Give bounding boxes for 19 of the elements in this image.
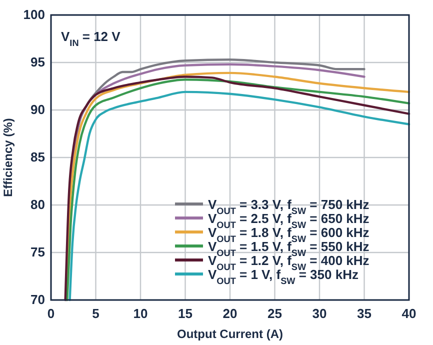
- x-tick-label: 15: [178, 306, 192, 322]
- x-tick-label: 5: [92, 306, 100, 322]
- x-axis-title: Output Current (A): [177, 327, 283, 341]
- y-tick-label: 95: [30, 54, 45, 70]
- x-tick-label: 35: [357, 306, 372, 322]
- x-tick-label: 20: [222, 306, 238, 322]
- x-tick-label: 25: [268, 306, 282, 322]
- x-tick-label: 30: [312, 306, 327, 322]
- y-axis-title: Efficiency (%): [1, 118, 15, 197]
- x-tick-label: 40: [402, 306, 416, 322]
- x-tick-label: 10: [133, 306, 148, 322]
- annotation: V$_{IN}$ = 12 V: [61, 29, 121, 48]
- y-tick-label: 70: [30, 292, 45, 308]
- y-tick-label: 85: [30, 150, 45, 165]
- x-tick-label: 0: [47, 306, 55, 322]
- y-tick-label: 80: [30, 197, 45, 212]
- y-tick-label: 100: [23, 7, 45, 22]
- y-tick-label: 90: [30, 102, 45, 118]
- y-tick-label: 75: [30, 244, 45, 260]
